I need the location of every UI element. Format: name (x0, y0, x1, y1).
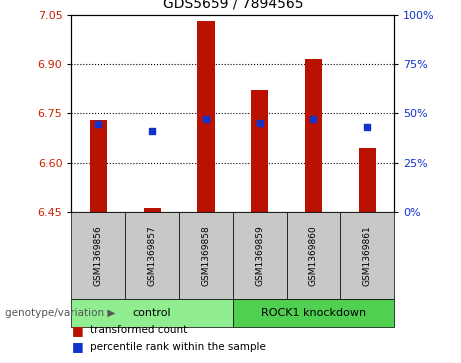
Bar (305, 59, 322, 212)
Point (310, 117, 317, 122)
Text: GSM1369859: GSM1369859 (255, 225, 264, 286)
Text: ROCK1 knockdown: ROCK1 knockdown (261, 308, 366, 318)
Point (364, 124, 371, 130)
Point (148, 128, 156, 134)
Text: genotype/variation ▶: genotype/variation ▶ (5, 308, 115, 318)
Bar (197, 21, 214, 212)
Text: ■: ■ (71, 324, 83, 337)
Text: control: control (133, 308, 171, 318)
Bar (143, 208, 161, 212)
Text: GSM1369858: GSM1369858 (201, 225, 210, 286)
Text: GSM1369856: GSM1369856 (94, 225, 103, 286)
Point (256, 120, 263, 126)
Bar (340, 212, 394, 299)
Bar (233, 212, 287, 299)
Text: percentile rank within the sample: percentile rank within the sample (90, 342, 266, 352)
Text: ■: ■ (71, 340, 83, 353)
Bar (287, 212, 340, 299)
Point (202, 117, 210, 122)
Text: GSM1369861: GSM1369861 (363, 225, 372, 286)
Bar (71, 299, 233, 327)
Text: GSM1369860: GSM1369860 (309, 225, 318, 286)
Title: GDS5659 / 7894565: GDS5659 / 7894565 (163, 0, 303, 11)
Bar (125, 212, 179, 299)
Bar (233, 299, 394, 327)
Bar (71, 212, 125, 299)
Text: GSM1369857: GSM1369857 (148, 225, 157, 286)
Bar (179, 212, 233, 299)
Bar (251, 90, 268, 212)
Bar (90, 120, 107, 212)
Text: transformed count: transformed count (90, 325, 187, 335)
Bar (359, 148, 376, 212)
Point (95, 121, 102, 127)
